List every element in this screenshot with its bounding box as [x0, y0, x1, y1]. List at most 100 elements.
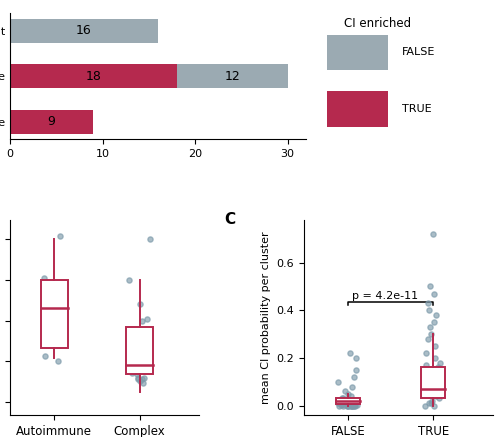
- Point: [353, 402, 361, 409]
- Point: [427, 366, 435, 373]
- Bar: [10, 64, 177, 88]
- Point: [339, 401, 347, 408]
- Point: [337, 402, 345, 409]
- Point: [430, 383, 438, 390]
- Point: [350, 399, 358, 406]
- Point: [349, 397, 357, 404]
- Point: [138, 317, 146, 324]
- Point: [428, 397, 436, 404]
- Point: [142, 316, 150, 323]
- Point: [348, 402, 356, 409]
- Point: [352, 354, 360, 361]
- Bar: [41, 280, 68, 348]
- Point: [348, 383, 356, 390]
- Point: [426, 323, 434, 330]
- Point: [422, 350, 430, 357]
- Point: [436, 359, 444, 366]
- Bar: [126, 327, 153, 374]
- Point: [431, 343, 439, 350]
- Point: [351, 374, 359, 381]
- Point: [124, 277, 132, 284]
- Point: [345, 402, 353, 409]
- Point: [433, 378, 441, 385]
- Bar: [10, 110, 93, 134]
- Text: CI enriched: CI enriched: [344, 17, 411, 30]
- Text: FALSE: FALSE: [402, 47, 435, 57]
- Point: [342, 388, 350, 395]
- Point: [424, 335, 432, 342]
- Point: [56, 342, 64, 349]
- Point: [432, 312, 440, 319]
- Point: [344, 402, 352, 409]
- Point: [138, 376, 146, 383]
- Point: [133, 371, 141, 378]
- Bar: [421, 368, 445, 399]
- Point: [432, 392, 440, 399]
- Point: [145, 358, 153, 365]
- Point: [420, 388, 428, 395]
- Text: C: C: [224, 212, 235, 227]
- Point: [350, 397, 358, 404]
- Point: [336, 400, 344, 407]
- Point: [339, 402, 347, 409]
- Point: [425, 400, 433, 407]
- Point: [343, 402, 351, 409]
- Point: [134, 376, 142, 383]
- Point: [128, 369, 136, 376]
- Point: [436, 371, 444, 378]
- Bar: [10, 19, 158, 42]
- Text: 12: 12: [224, 69, 240, 83]
- Point: [344, 390, 352, 397]
- Point: [347, 392, 355, 399]
- Point: [54, 358, 62, 365]
- Point: [53, 301, 61, 308]
- Point: [352, 366, 360, 373]
- Point: [350, 402, 358, 409]
- Point: [140, 363, 148, 370]
- Bar: [177, 64, 288, 88]
- Point: [427, 400, 435, 407]
- Point: [430, 319, 438, 326]
- Point: [431, 376, 439, 383]
- Point: [429, 385, 437, 392]
- Point: [429, 230, 437, 237]
- Point: [351, 397, 359, 404]
- Point: [435, 395, 443, 402]
- Point: [140, 342, 148, 349]
- Point: [131, 345, 139, 352]
- Point: [136, 378, 144, 385]
- Point: [428, 383, 436, 390]
- Point: [50, 306, 58, 313]
- Point: [136, 301, 144, 308]
- Point: [431, 354, 439, 361]
- Point: [347, 402, 355, 409]
- Point: [344, 402, 352, 409]
- Point: [435, 374, 443, 381]
- Text: 16: 16: [76, 24, 92, 37]
- Point: [339, 401, 347, 408]
- Point: [429, 290, 437, 297]
- Point: [43, 342, 51, 349]
- Point: [335, 402, 343, 409]
- Point: [40, 275, 48, 282]
- Point: [435, 369, 443, 376]
- Point: [422, 361, 430, 368]
- Point: [347, 402, 355, 409]
- Text: 9: 9: [48, 115, 56, 128]
- Point: [335, 400, 343, 407]
- Point: [434, 390, 442, 397]
- Point: [139, 379, 147, 386]
- Text: p = 4.2e-11: p = 4.2e-11: [352, 291, 418, 301]
- Point: [425, 307, 433, 314]
- Bar: [327, 35, 388, 70]
- Point: [427, 331, 435, 338]
- Point: [351, 402, 359, 409]
- Text: TRUE: TRUE: [402, 104, 432, 114]
- Point: [56, 232, 64, 239]
- Point: [139, 374, 147, 381]
- Point: [432, 381, 440, 388]
- Point: [430, 402, 438, 409]
- Point: [346, 350, 354, 357]
- Y-axis label: mean CI probability per cluster: mean CI probability per cluster: [260, 231, 270, 404]
- Point: [349, 400, 357, 407]
